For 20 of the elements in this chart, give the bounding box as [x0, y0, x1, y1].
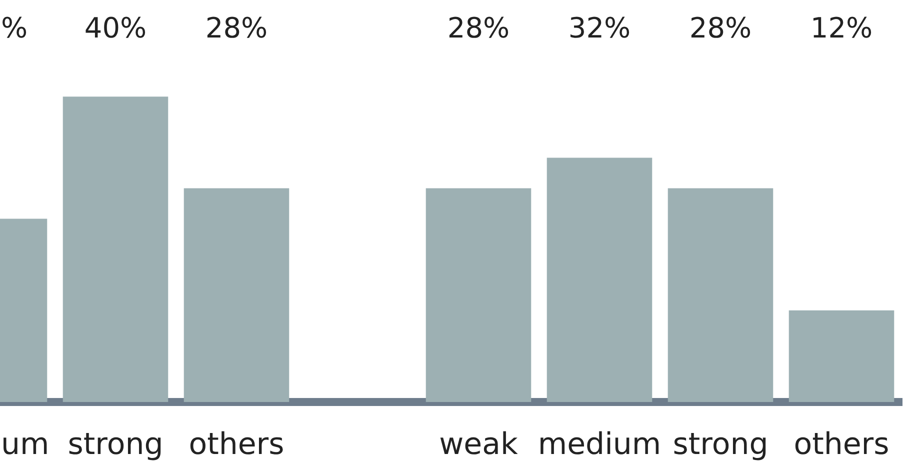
- data-label: 40%: [84, 11, 147, 44]
- bar: [668, 188, 774, 402]
- data-label: 28%: [205, 11, 268, 44]
- bar: [62, 96, 168, 402]
- x-tick-label: weak: [439, 426, 518, 462]
- x-tick-label: strong: [68, 426, 164, 462]
- x-tick-label: others: [188, 426, 284, 462]
- x-tick-label: medium: [538, 426, 662, 462]
- x-tick-label: others: [794, 426, 890, 462]
- bar: [788, 310, 894, 402]
- data-label: 28%: [689, 11, 752, 44]
- data-label: 12%: [810, 11, 873, 44]
- bar: [184, 188, 290, 402]
- bar: [426, 188, 532, 402]
- x-tick-label: um: [0, 426, 50, 462]
- bar: [546, 158, 652, 402]
- x-tick-label: strong: [672, 426, 768, 462]
- data-label: 28%: [447, 11, 510, 44]
- data-label: %: [1, 11, 28, 44]
- data-label: 32%: [568, 11, 631, 44]
